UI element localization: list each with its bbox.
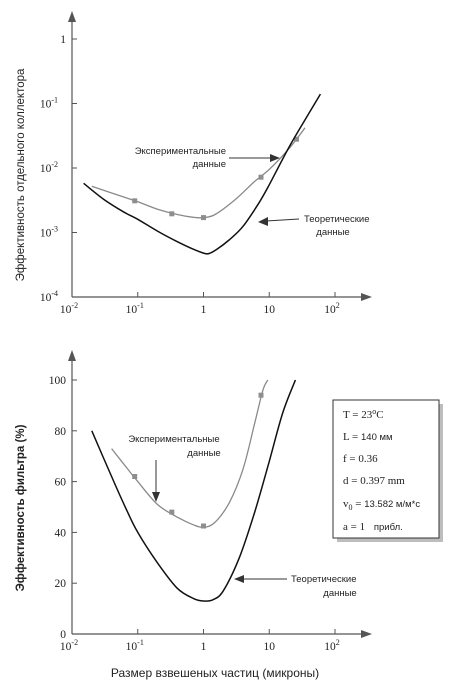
series-group — [83, 93, 322, 255]
y-axis-arrow — [68, 350, 76, 361]
data-point — [132, 474, 138, 479]
data-point — [201, 523, 206, 529]
x-tick-label: 102 — [324, 638, 340, 653]
y-tick-label: 40 — [55, 527, 67, 539]
param-f: f = 0.36 — [343, 453, 378, 465]
annotation-theoretical-arrow — [265, 218, 300, 222]
x-tick-label: 10-1 — [126, 301, 144, 316]
annotation-experimental-line1: Экспериментальные — [128, 434, 219, 445]
data-point — [258, 392, 264, 398]
y-tick-label: 10-2 — [40, 160, 58, 175]
param-diameter: d = 0.397 mm — [343, 475, 405, 487]
annotation-experimental-line2: данные — [187, 448, 220, 459]
theoretical-curve — [91, 379, 297, 602]
annotation-experimental-arrowhead — [152, 492, 160, 502]
chart-filter-efficiency: Эффективность фильтра (%) Размер взвешен… — [15, 350, 443, 680]
y-ticks: 0 20 40 60 80 100 — [49, 375, 77, 641]
data-point — [258, 174, 264, 180]
y-tick-label: 80 — [55, 426, 67, 438]
parameter-box: T = 23oC L = 140 мм f = 0.36 d = 0.397 m… — [332, 399, 443, 542]
y-tick-label: 20 — [55, 578, 67, 590]
x-axis-arrow — [361, 630, 372, 638]
x-tick-label: 10 — [264, 304, 276, 316]
y-axis-arrow — [68, 11, 76, 22]
y-tick-label: 10-3 — [40, 225, 58, 240]
x-tick-label: 10-2 — [60, 301, 78, 316]
annotation-theoretical-line1: Теоретические — [291, 574, 356, 585]
chart-single-collector: Эффективность отдельного коллектора 10-2… — [15, 11, 372, 316]
x-axis-label: Размер взвешеных частиц (микроны) — [111, 666, 319, 680]
param-length: L = 140 мм — [343, 431, 393, 443]
series-group — [91, 379, 297, 602]
annotation-experimental-arrowhead — [270, 154, 280, 162]
y-tick-label: 100 — [49, 375, 67, 387]
y-tick-label: 60 — [55, 477, 67, 489]
param-a: a = 1 прибл. — [343, 521, 403, 533]
x-tick-label: 102 — [324, 301, 340, 316]
x-tick-label: 10 — [264, 641, 276, 653]
annotation-theoretical-arrowhead — [258, 217, 268, 226]
y-axis-label: Эффективность фильтра (%) — [15, 424, 27, 591]
annotation-theoretical-line2: данные — [323, 588, 356, 599]
annotation-theoretical-line2: данные — [316, 227, 349, 238]
parameter-box-frame — [332, 399, 440, 539]
y-tick-label: 0 — [60, 629, 66, 641]
y-tick-label: 10-1 — [40, 96, 58, 111]
x-tick-label: 10-1 — [126, 638, 144, 653]
data-point — [169, 211, 175, 217]
x-tick-label: 1 — [201, 641, 207, 653]
x-ticks: 10-2 10-1 1 10 102 — [60, 292, 340, 316]
x-axis-arrow — [361, 293, 372, 301]
data-point — [201, 215, 206, 221]
data-point — [132, 198, 138, 204]
param-velocity: v0 = 13.582 м/м*с — [343, 498, 420, 512]
experimental-curve — [91, 127, 306, 219]
x-tick-label: 1 — [201, 304, 207, 316]
y-tick-label: 10-4 — [40, 289, 58, 304]
y-axis-label: Эффективность отдельного коллектора — [15, 68, 27, 281]
x-ticks: 10-2 10-1 1 10 102 — [60, 629, 340, 653]
annotation-experimental-line2: данные — [193, 159, 226, 170]
data-point — [294, 136, 299, 142]
annotation-theoretical-line1: Теоретические — [304, 214, 369, 225]
data-point — [169, 509, 175, 515]
param-temperature: T = 23oC — [343, 407, 384, 421]
y-tick-label: 1 — [60, 34, 66, 46]
theoretical-curve — [83, 93, 322, 255]
annotation-experimental-line1: Экспериментальные — [135, 146, 226, 157]
annotation-theoretical-arrowhead — [234, 575, 244, 583]
